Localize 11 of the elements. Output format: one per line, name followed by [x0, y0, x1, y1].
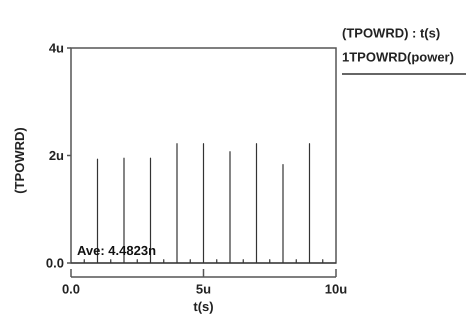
text: 1TPOWRD(power) [342, 50, 454, 65]
x-axis-title: t(s) [193, 299, 214, 314]
y-axis-title: (TPOWRD) [12, 127, 27, 194]
y-tick-label: 2u [48, 148, 64, 164]
x-tick-label: 0.0 [62, 282, 80, 297]
x-tick-label: 5u [196, 282, 212, 297]
y-tick-label: 0.0 [46, 256, 64, 271]
x-tick-label: 10u [324, 282, 348, 297]
legend-title: (TPOWRD) : t(s) [342, 26, 440, 41]
line-series [70, 143, 337, 264]
y-tick-label: 4u [48, 40, 64, 56]
